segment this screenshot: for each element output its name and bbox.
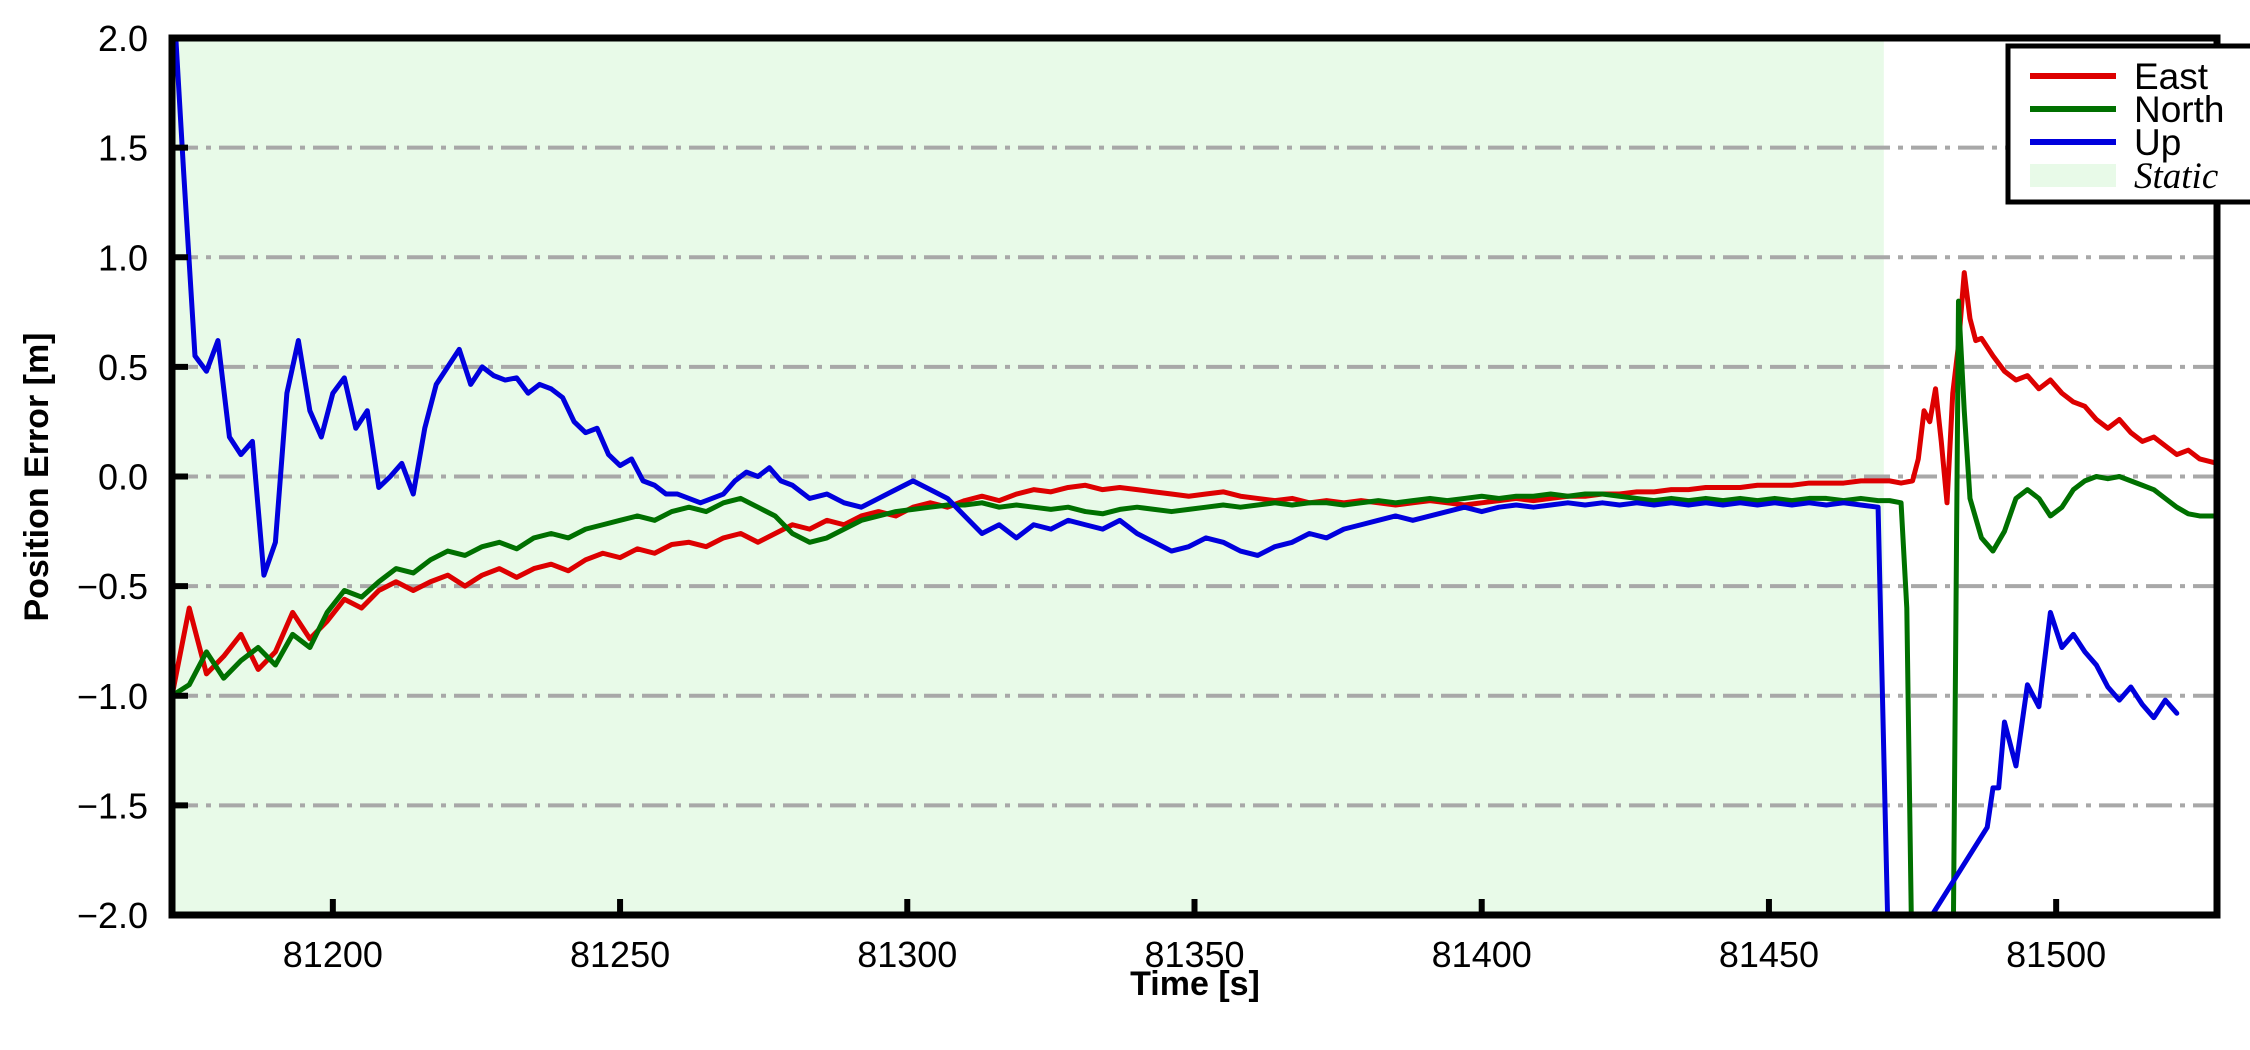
legend-swatch-static <box>2030 164 2116 187</box>
ytick-label: 0.0 <box>98 457 148 498</box>
series-line-north <box>172 298 2217 915</box>
legend-label-up: Up <box>2134 122 2181 163</box>
xtick-label: 81350 <box>1144 934 1244 975</box>
legend-label-east: East <box>2134 56 2209 97</box>
ytick-label: 2.0 <box>98 18 148 59</box>
series-line-up <box>173 38 2180 915</box>
xtick-label: 81250 <box>570 934 670 975</box>
xtick-label: 81400 <box>1432 934 1532 975</box>
ytick-label: 1.0 <box>98 237 148 278</box>
y-axis-title: Position Error [m] <box>18 332 56 621</box>
ytick-label: −0.5 <box>77 566 148 607</box>
axis-tick-labels: −2.0 −1.5 −1.0 −0.5 0.0 0.5 1.0 1.5 2.0 81200 8125… <box>77 18 2106 975</box>
ytick-label: −2.0 <box>77 895 148 936</box>
xtick-label: 81450 <box>1719 934 1819 975</box>
data-series-layer <box>172 38 2217 915</box>
ytick-label: 0.5 <box>98 347 148 388</box>
xtick-label: 81300 <box>857 934 957 975</box>
x-axis-title: Time [s] <box>1130 965 1260 1003</box>
ytick-label: −1.5 <box>77 785 148 826</box>
xtick-label: 81200 <box>283 934 383 975</box>
xtick-label: 81500 <box>2006 934 2106 975</box>
ytick-label: −1.0 <box>77 676 148 717</box>
legend-label-north: North <box>2134 89 2224 130</box>
ytick-label: 1.5 <box>98 128 148 169</box>
axis-ticks <box>172 35 2060 918</box>
gridlines <box>172 145 2217 808</box>
legend-label-static: Static <box>2134 156 2219 197</box>
